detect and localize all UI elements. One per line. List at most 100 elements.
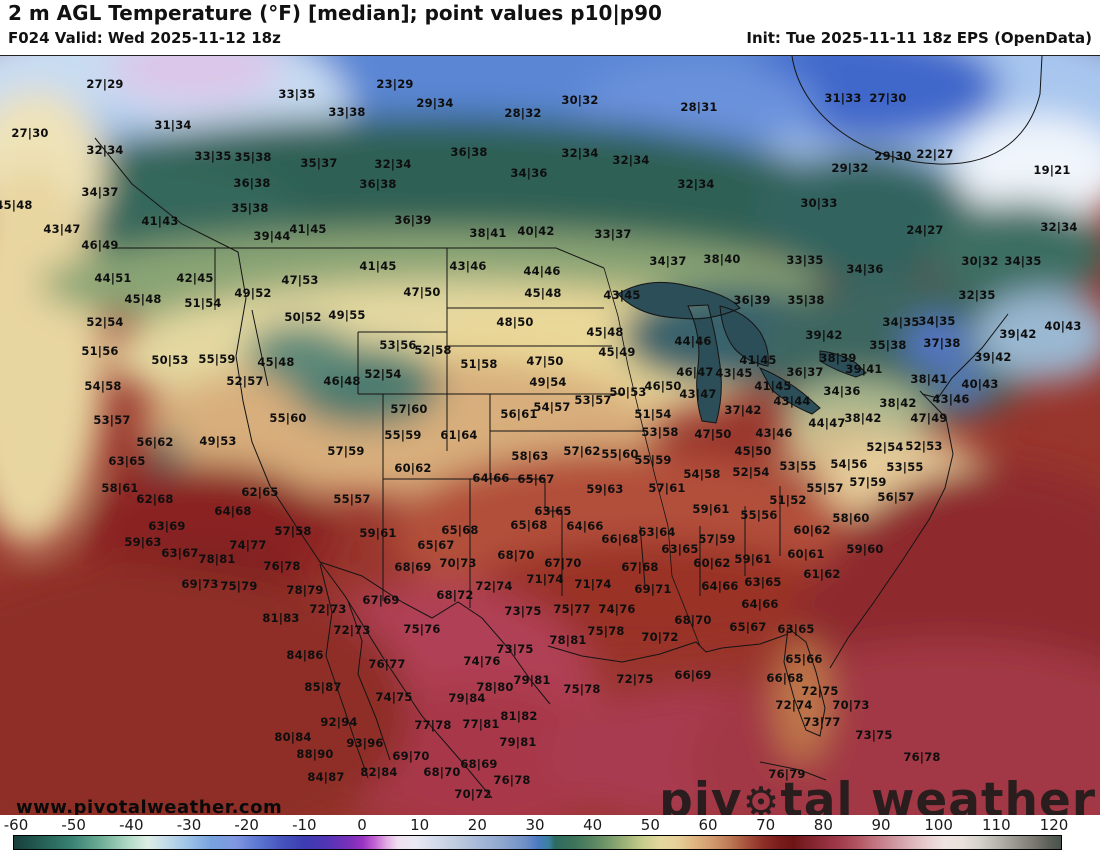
colorbar-tick-label: 60 (698, 816, 718, 834)
point-value: 69|71 (634, 582, 672, 596)
point-value: 53|55 (886, 460, 924, 474)
point-value: 32|34 (612, 153, 650, 167)
temperature-map: 27|29 27|30 31|34 32|34 33|35 33|35 35|38 36|38… (0, 55, 1100, 816)
point-value: 63|65 (744, 575, 782, 589)
point-value: 44|47 (808, 416, 846, 430)
point-value: 55|60 (601, 447, 639, 461)
point-value: 46|50 (644, 379, 682, 393)
point-value: 61|64 (440, 428, 478, 442)
point-value: 34|35 (1004, 254, 1042, 268)
point-value: 57|59 (327, 444, 365, 458)
map-borders (94, 56, 1043, 799)
point-value: 38|42 (844, 411, 882, 425)
colorbar-tick-label: 110 (982, 816, 1011, 834)
point-value: 56|57 (877, 490, 915, 504)
point-value: 32|34 (1040, 220, 1078, 234)
point-value: 64|68 (214, 504, 252, 518)
state-borders (214, 248, 781, 608)
point-value: 43|44 (773, 394, 811, 408)
point-value: 74|76 (463, 654, 501, 668)
hudson-bay-coastline (791, 56, 1043, 165)
point-value: 55|56 (740, 508, 778, 522)
point-value: 34|35 (882, 315, 920, 329)
point-value: 70|73 (439, 556, 477, 570)
point-value: 50|53 (151, 353, 189, 367)
point-value: 37|38 (923, 336, 961, 350)
point-value: 56|62 (136, 435, 174, 449)
point-value: 70|72 (454, 787, 492, 801)
point-value: 46|48 (323, 374, 361, 388)
point-value: 45|48 (124, 292, 162, 306)
point-value: 53|55 (779, 459, 817, 473)
mexico-border-line (319, 561, 551, 705)
point-value: 34|37 (649, 254, 687, 268)
point-value: 66|69 (674, 668, 712, 682)
point-value: 63|65 (777, 622, 815, 636)
point-value: 34|37 (81, 185, 119, 199)
point-value: 54|57 (533, 400, 571, 414)
point-value: 50|53 (609, 385, 647, 399)
cuba-coastline (759, 761, 827, 781)
point-value: 52|53 (905, 439, 943, 453)
point-value: 63|67 (161, 546, 199, 560)
point-value: 55|59 (198, 352, 236, 366)
point-value: 84|87 (307, 770, 345, 784)
colorbar-tick-label: -30 (176, 816, 202, 834)
point-value: 36|38 (359, 177, 397, 191)
colorbar-tick-label: -20 (234, 816, 259, 834)
colorbar-tick-label: 10 (410, 816, 430, 834)
colorbar-tick-label: 100 (924, 816, 953, 834)
point-value: 75|78 (587, 624, 625, 638)
colorbar-tick-label: 80 (813, 816, 833, 834)
point-value: 76|79 (768, 767, 806, 781)
point-value: 33|37 (594, 227, 632, 241)
point-value: 64|66 (741, 597, 779, 611)
point-value: 33|35 (278, 87, 316, 101)
point-value: 55|57 (333, 492, 371, 506)
point-value: 35|38 (869, 338, 907, 352)
point-value: 51|56 (81, 344, 119, 358)
point-value: 43|47 (679, 387, 717, 401)
point-value: 53|57 (574, 393, 612, 407)
point-value: 55|59 (384, 428, 422, 442)
point-value: 77|81 (462, 717, 500, 731)
point-value: 41|45 (739, 353, 777, 367)
point-value: 73|75 (496, 642, 534, 656)
point-value: 60|62 (394, 461, 432, 475)
point-value: 92|94 (320, 715, 358, 729)
point-value: 73|77 (803, 715, 841, 729)
init-time-label: Init: Tue 2025-11-11 18z EPS (OpenData) (746, 29, 1092, 47)
florida-coastline (783, 627, 826, 737)
point-value: 51|54 (184, 296, 222, 310)
point-value: 49|55 (328, 308, 366, 322)
point-value: 72|75 (801, 684, 839, 698)
point-value: 59|61 (359, 526, 397, 540)
point-value: 60|61 (787, 547, 825, 561)
point-value: 65|67 (417, 538, 455, 552)
point-value: 78|81 (549, 633, 587, 647)
header: 2 m AGL Temperature (°F) [median]; point… (0, 0, 1100, 55)
point-value: 56|61 (500, 407, 538, 421)
point-value: 62|65 (241, 485, 279, 499)
point-value: 31|33 (824, 91, 862, 105)
point-value: 63|65 (108, 454, 146, 468)
point-value: 66|68 (766, 671, 804, 685)
point-value: 79|81 (499, 735, 537, 749)
colorbar-tick-label: 70 (756, 816, 776, 834)
point-value: 65|67 (517, 472, 555, 486)
colorbar-tick-label: -10 (292, 816, 317, 834)
point-value: 39|42 (974, 350, 1012, 364)
point-value: 53|56 (379, 338, 417, 352)
point-value: 35|38 (234, 150, 272, 164)
gulf-coastline (547, 633, 789, 663)
point-value: 38|40 (703, 252, 741, 266)
point-value: 49|52 (234, 286, 272, 300)
point-value: 63|64 (638, 525, 676, 539)
point-value: 73|75 (855, 728, 893, 742)
point-value: 23|29 (376, 77, 414, 91)
point-value: 59|61 (692, 502, 730, 516)
point-value: 45|48 (0, 198, 33, 212)
point-value: 65|67 (729, 620, 767, 634)
point-value: 57|59 (698, 532, 736, 546)
point-value: 75|79 (220, 579, 258, 593)
